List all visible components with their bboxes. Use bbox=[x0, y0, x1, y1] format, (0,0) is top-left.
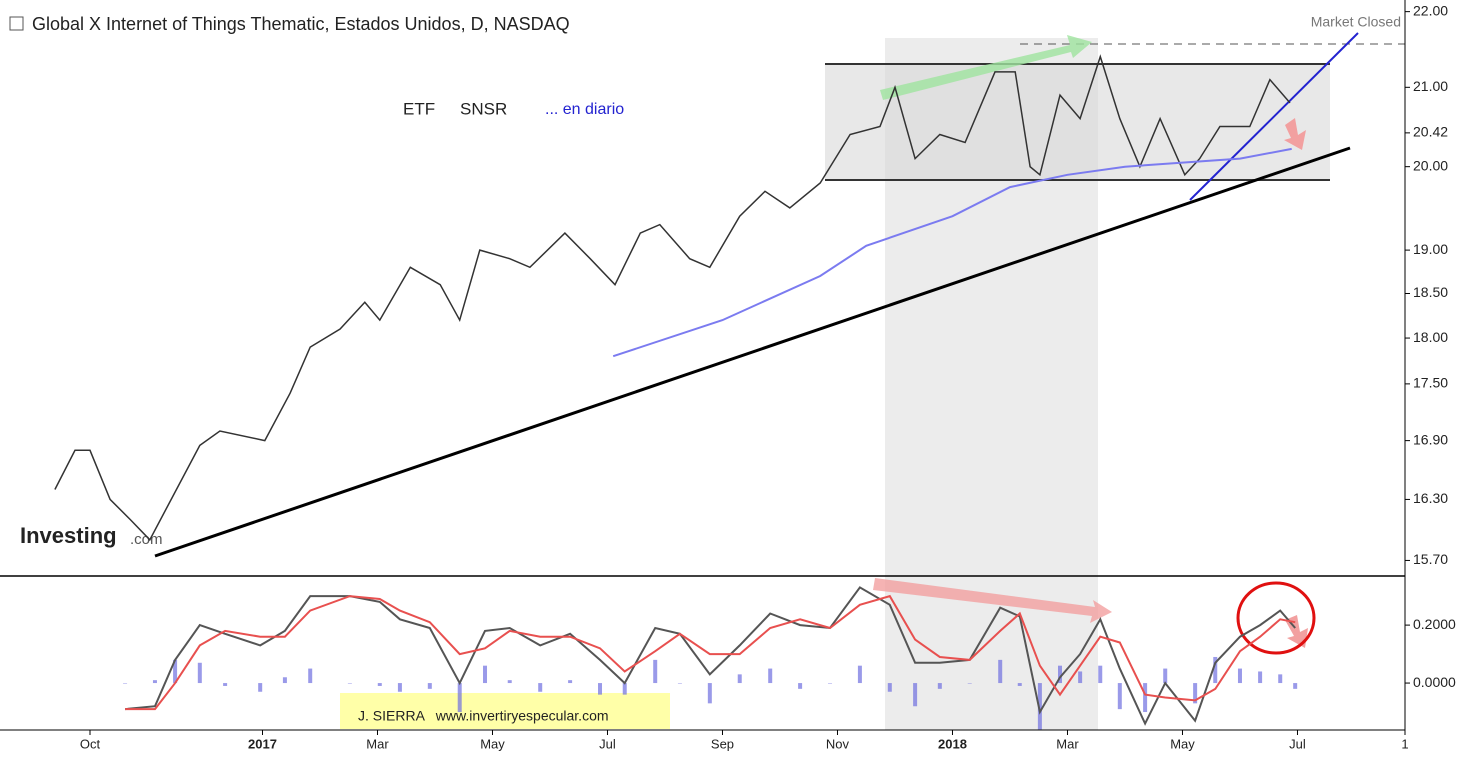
histogram-bar bbox=[857, 665, 862, 684]
histogram-bar bbox=[1258, 671, 1263, 684]
credit-box bbox=[340, 693, 670, 729]
annotation: ... en diario bbox=[545, 101, 624, 118]
y-tick-label: 20.42 bbox=[1413, 124, 1448, 140]
histogram-bar bbox=[913, 683, 918, 707]
y-tick-label: 0.0000 bbox=[1413, 674, 1456, 690]
y-tick-label: 17.50 bbox=[1413, 375, 1448, 391]
histogram-bar bbox=[1058, 665, 1063, 684]
y-tick-label: 21.00 bbox=[1413, 78, 1448, 94]
histogram-bar bbox=[427, 683, 432, 689]
x-tick-label: 2018 bbox=[938, 736, 967, 751]
y-tick-label: 18.50 bbox=[1413, 284, 1448, 300]
chart-title: Global X Internet of Things Thematic, Es… bbox=[32, 14, 570, 34]
histogram-bar bbox=[707, 683, 712, 704]
range-box bbox=[825, 64, 1330, 180]
histogram-bar bbox=[397, 683, 402, 692]
histogram-bar bbox=[737, 674, 742, 684]
series-line bbox=[612, 147, 1292, 358]
series-line bbox=[54, 54, 1291, 542]
arrow bbox=[1284, 118, 1306, 150]
histogram-bar bbox=[347, 683, 352, 684]
trend-line-2 bbox=[1189, 32, 1359, 201]
x-tick-label: Mar bbox=[366, 736, 389, 751]
x-tick-label: Jul bbox=[599, 736, 616, 751]
histogram-bar bbox=[223, 683, 228, 686]
histogram-bar bbox=[538, 683, 543, 692]
x-tick-label: 2017 bbox=[248, 736, 277, 751]
credit: J. SIERRA www.invertiryespecular.com bbox=[358, 708, 609, 724]
y-tick-label: 22.00 bbox=[1413, 2, 1448, 18]
histogram-bar bbox=[1163, 668, 1168, 684]
histogram-bar bbox=[173, 659, 178, 684]
histogram-bar bbox=[798, 683, 803, 689]
histogram-bar bbox=[282, 677, 287, 684]
watermark-suffix: .com bbox=[130, 531, 163, 548]
annotation: SNSR bbox=[460, 99, 507, 118]
collapse-icon[interactable] bbox=[9, 16, 24, 31]
histogram-bar bbox=[123, 683, 128, 684]
annotation: ETF bbox=[403, 99, 435, 118]
histogram-bar bbox=[1213, 656, 1218, 684]
histogram-bar bbox=[1098, 665, 1103, 684]
highlight-circle bbox=[1236, 581, 1316, 655]
histogram-bar bbox=[887, 683, 892, 692]
y-tick-label: 0.2000 bbox=[1413, 616, 1456, 632]
histogram-bar bbox=[653, 659, 658, 684]
y-tick-label: 20.00 bbox=[1413, 157, 1448, 173]
histogram-bar bbox=[1078, 671, 1083, 684]
histogram-bar bbox=[258, 683, 263, 692]
histogram-bar bbox=[677, 683, 682, 684]
x-tick-label: May bbox=[480, 736, 505, 751]
x-tick-label: Mar bbox=[1056, 736, 1079, 751]
series-line bbox=[125, 594, 1296, 711]
y-tick-label: 16.90 bbox=[1413, 431, 1448, 447]
histogram-bar bbox=[998, 659, 1003, 684]
status: Market Closed bbox=[1311, 14, 1401, 30]
x-tick-label: Oct bbox=[80, 736, 101, 751]
histogram-bar bbox=[937, 683, 942, 689]
x-tick-label: 1 bbox=[1401, 736, 1408, 751]
histogram-bar bbox=[967, 683, 972, 684]
histogram-bar bbox=[308, 668, 313, 684]
arrow bbox=[880, 35, 1092, 100]
histogram-bar bbox=[197, 662, 202, 684]
histogram-bar bbox=[1293, 683, 1298, 689]
y-tick-label: 16.30 bbox=[1413, 490, 1448, 506]
histogram-bar bbox=[828, 683, 833, 684]
histogram-bar bbox=[507, 680, 512, 684]
x-tick-label: Sep bbox=[711, 736, 734, 751]
arrow bbox=[873, 578, 1112, 623]
histogram-bar bbox=[377, 683, 382, 686]
histogram-bar bbox=[568, 680, 573, 684]
histogram-bar bbox=[483, 665, 488, 684]
histogram-bar bbox=[768, 668, 773, 684]
histogram-bar bbox=[1237, 668, 1242, 684]
histogram-bar bbox=[1117, 683, 1122, 710]
y-tick-label: 18.00 bbox=[1413, 329, 1448, 345]
y-tick-label: 15.70 bbox=[1413, 551, 1448, 567]
histogram-bar bbox=[1193, 683, 1198, 704]
series-line bbox=[125, 586, 1296, 726]
trend-line bbox=[154, 146, 1351, 558]
histogram-bar bbox=[622, 683, 627, 695]
histogram-bar bbox=[1037, 683, 1042, 730]
histogram-bar bbox=[152, 680, 157, 684]
x-tick-label: Jul bbox=[1289, 736, 1306, 751]
x-tick-label: May bbox=[1170, 736, 1195, 751]
y-tick-label: 19.00 bbox=[1413, 241, 1448, 257]
histogram-bar bbox=[1017, 683, 1022, 686]
watermark: Investing bbox=[20, 523, 117, 548]
histogram-bar bbox=[1278, 674, 1283, 684]
x-tick-label: Nov bbox=[826, 736, 850, 751]
histogram-bar bbox=[457, 683, 462, 713]
histogram-bar bbox=[598, 683, 603, 695]
histogram-bar bbox=[1143, 683, 1148, 713]
